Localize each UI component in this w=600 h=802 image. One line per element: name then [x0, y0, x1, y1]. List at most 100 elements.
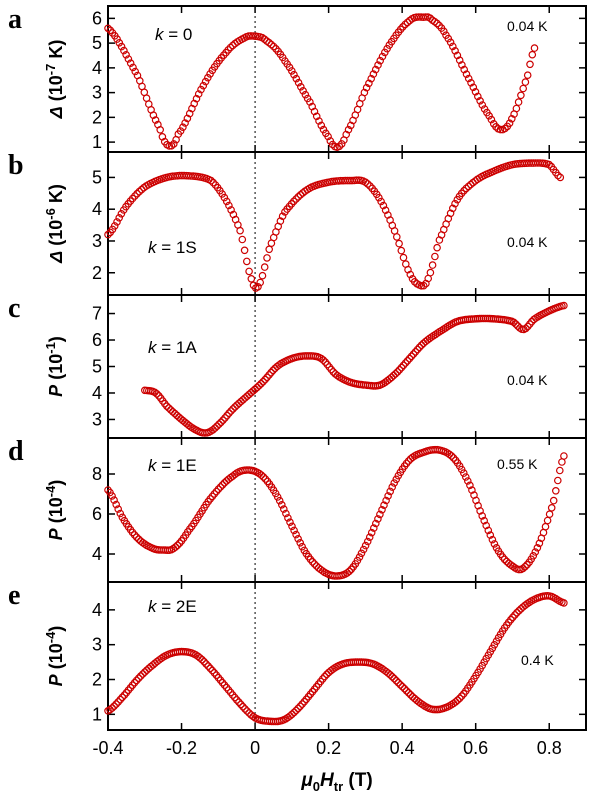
y-axis-label-prefix: (10 [46, 354, 66, 385]
data-point [406, 690, 415, 699]
data-point [490, 540, 499, 548]
data-point [135, 187, 144, 196]
data-point [269, 42, 278, 51]
data-point [448, 42, 457, 51]
data-point [486, 531, 495, 539]
data-point [165, 404, 173, 412]
data-point [401, 20, 410, 29]
temperature-label: 0.04 K [507, 18, 548, 34]
data-point [300, 697, 309, 706]
data-point [261, 375, 269, 384]
y-tick-label: 3 [92, 409, 102, 429]
data-point [132, 533, 141, 542]
y-axis-label: Δ (10-6 K) [43, 184, 66, 264]
data-point [397, 246, 406, 255]
data-point [390, 479, 399, 487]
data-point [247, 274, 256, 283]
data-point [292, 195, 300, 203]
data-point [233, 696, 241, 704]
data-point [480, 516, 489, 525]
data-point [382, 496, 390, 505]
data-point [221, 414, 229, 422]
data-point [459, 469, 468, 477]
data-point [115, 214, 124, 222]
data-point [133, 189, 141, 198]
data-point [451, 46, 459, 55]
data-point [374, 515, 382, 523]
y-axis-label-exponent: -4 [43, 631, 58, 643]
data-point [290, 70, 298, 79]
data-point [466, 481, 474, 490]
data-point [298, 542, 307, 551]
data-point [404, 688, 413, 697]
y-tick-label: 3 [92, 83, 102, 103]
data-point [128, 194, 137, 203]
x-axis-label-zero: 0 [313, 779, 320, 794]
data-point [207, 176, 215, 185]
data-point [392, 233, 401, 241]
data-point [211, 424, 219, 432]
data-point [215, 420, 223, 429]
data-point [131, 192, 139, 200]
data-point [505, 119, 514, 128]
data-point [132, 676, 141, 685]
panel-letter: c [8, 293, 20, 324]
data-point [265, 371, 273, 379]
data-point [367, 528, 376, 537]
data-point [449, 454, 458, 462]
data-point [153, 389, 161, 398]
data-point [409, 350, 418, 358]
y-axis-label-exponent: -7 [43, 64, 58, 76]
data-point [113, 218, 121, 226]
data-point [428, 261, 437, 269]
data-point [378, 52, 387, 61]
data-point [208, 666, 217, 675]
data-point [275, 496, 284, 505]
data-point [104, 230, 112, 239]
data-point [478, 101, 487, 109]
data-point [361, 541, 370, 550]
data-point [254, 282, 262, 291]
k-label: k = 1A [148, 338, 197, 357]
data-point [560, 599, 568, 607]
x-axis-label-h: H [320, 770, 335, 791]
data-point [265, 245, 274, 254]
data-point [526, 60, 534, 69]
x-axis-label: μ0Htr (T) [300, 770, 372, 794]
data-point [417, 341, 426, 350]
data-point [156, 126, 165, 134]
data-point [455, 694, 464, 703]
y-axis-label-exponent: -4 [43, 485, 58, 497]
data-point [514, 98, 523, 106]
plot-frame [107, 581, 587, 731]
data-point [406, 270, 415, 279]
data-point [560, 301, 568, 310]
panel-a: 1 2 3 4 5 6 a Δ (10-7 K) k = 0 0.04 K [8, 4, 587, 153]
data-series [141, 301, 568, 437]
data-point [547, 503, 556, 512]
data-point [306, 98, 314, 106]
data-point [263, 254, 271, 262]
data-point [267, 368, 275, 377]
data-series [104, 159, 565, 292]
data-point [365, 79, 373, 88]
temperature-label: 0.04 K [507, 234, 548, 250]
y-tick-label: 2 [92, 670, 102, 690]
data-point [555, 466, 564, 475]
data-point [197, 85, 205, 94]
data-point [236, 226, 244, 235]
panel-letter: a [8, 4, 22, 35]
data-point [261, 475, 270, 483]
data-point [167, 142, 176, 150]
x-axis-label-sub: tr [334, 779, 343, 794]
data-point [533, 543, 542, 552]
data-point [238, 235, 247, 244]
data-point [287, 67, 296, 75]
data-point [366, 182, 374, 190]
data-point [199, 81, 208, 90]
data-point [463, 477, 472, 485]
data-point [461, 473, 470, 481]
data-point [500, 555, 509, 564]
data-point [395, 239, 403, 248]
data-point [318, 567, 327, 575]
